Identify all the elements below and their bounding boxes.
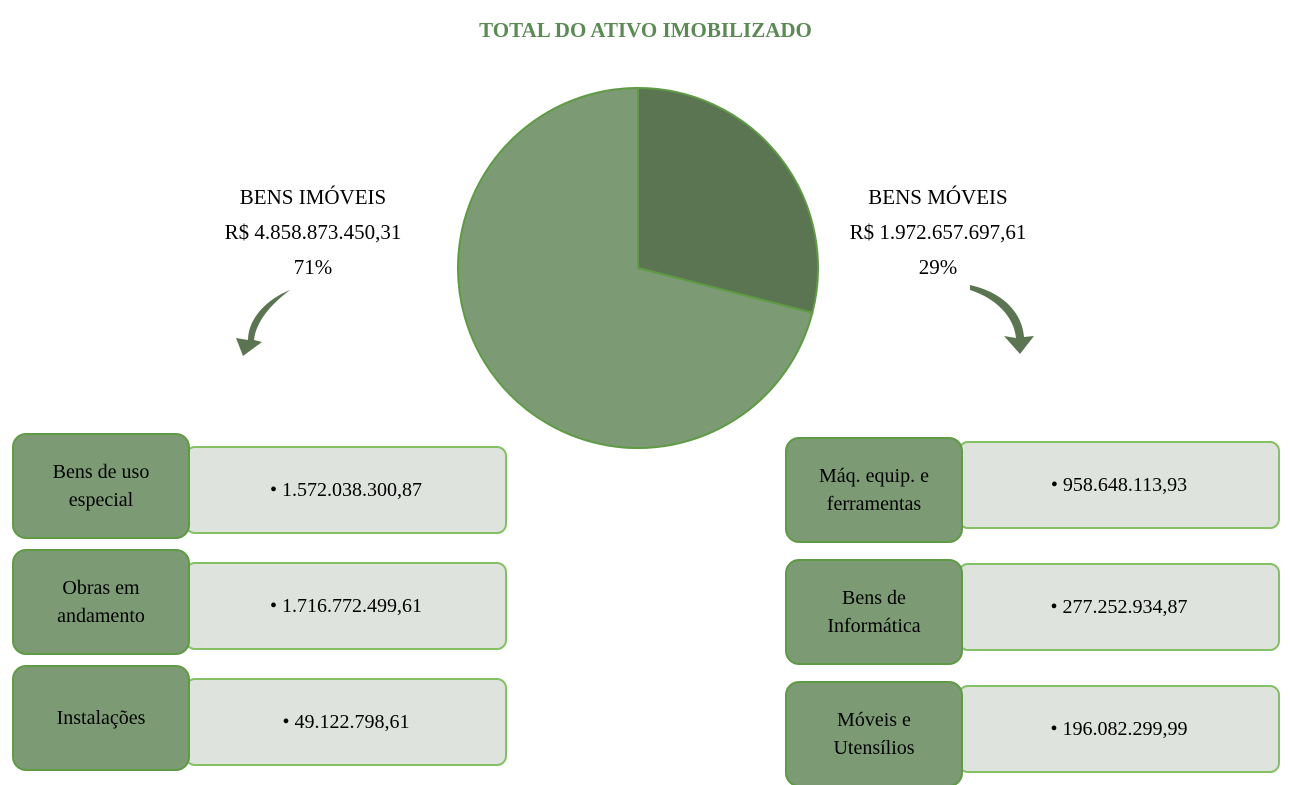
category-name: BENS MÓVEIS [868,185,1008,209]
category-percent: 29% [918,255,958,279]
item-label: Instalações [12,665,190,771]
item-label: Bens de Informática [785,559,963,665]
item-value-box: 196.082.299,99 [958,685,1280,773]
category-amount: R$ 4.858.873.450,31 [224,220,402,244]
category-name: BENS IMÓVEIS [239,185,387,209]
chart-title: TOTAL DO ATIVO IMOBILIZADO [479,18,812,42]
item-value-box: 277.252.934,87 [958,563,1280,651]
item-value: 958.648.113,93 [1051,474,1187,497]
item-label: Móveis e Utensílios [785,681,963,785]
item-value-box: 1.572.038.300,87 [185,446,507,534]
item-label: Máq. equip. e ferramentas [785,437,963,543]
item-value: 196.082.299,99 [1050,718,1188,741]
item-value-box: 1.716.772.499,61 [185,562,507,650]
category-amount: R$ 1.972.657.697,61 [849,220,1027,244]
item-label: Bens de uso especial [12,433,190,539]
category-caption: BENS MÓVEIS R$ 1.972.657.697,61 29% [808,180,1068,285]
item-value: 1.716.772.499,61 [270,595,422,618]
item-label: Obras em andamento [12,549,190,655]
item-value: 49.122.798,61 [282,711,410,734]
item-value: 1.572.038.300,87 [270,479,422,502]
category-caption: BENS IMÓVEIS R$ 4.858.873.450,31 71% [183,180,443,285]
pie-slice [637,86,819,314]
arrow [970,285,1034,354]
pie-slice [457,86,814,449]
category-percent: 71% [293,255,333,279]
item-value: 277.252.934,87 [1050,596,1188,619]
arrow [236,290,290,356]
item-value-box: 958.648.113,93 [958,441,1280,529]
item-value-box: 49.122.798,61 [185,678,507,766]
